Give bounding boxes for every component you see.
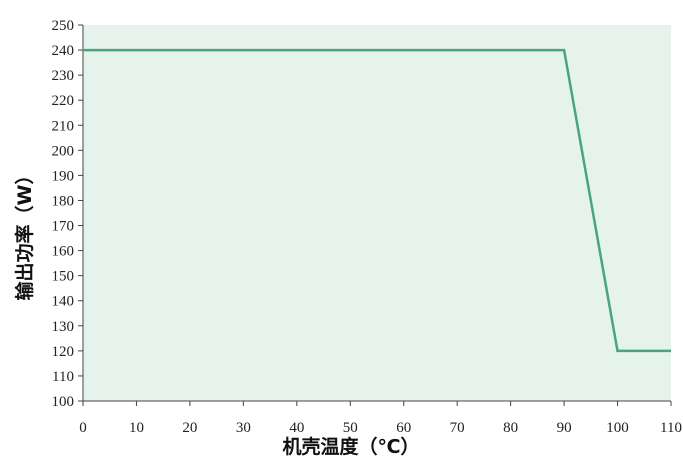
x-tick-label: 110 xyxy=(660,420,682,436)
y-tick-label: 100 xyxy=(52,394,75,410)
series-layer xyxy=(83,48,671,353)
y-tick-label: 240 xyxy=(52,43,75,59)
y-tick-label: 110 xyxy=(52,369,74,385)
y-tick-label: 210 xyxy=(52,118,75,134)
y-tick-label: 250 xyxy=(52,18,75,34)
y-tick-label: 200 xyxy=(52,143,75,159)
x-tick-label: 30 xyxy=(236,420,251,436)
plot-area xyxy=(83,25,671,401)
x-tick-label: 0 xyxy=(79,420,87,436)
x-tick-label: 40 xyxy=(289,420,304,436)
y-axis-title: 输出功率（W） xyxy=(13,166,36,301)
x-tick-label: 50 xyxy=(343,420,358,436)
series-line xyxy=(83,48,671,353)
y-tick-label: 190 xyxy=(52,168,75,184)
y-tick-label: 180 xyxy=(52,193,75,209)
y-tick-label: 160 xyxy=(52,244,75,260)
y-tick-label: 120 xyxy=(52,344,75,360)
y-tick-label: 140 xyxy=(52,294,75,310)
x-tick-label: 80 xyxy=(503,420,518,436)
y-tick-label: 150 xyxy=(52,269,75,285)
x-tick-label: 20 xyxy=(182,420,197,436)
y-tick-label: 230 xyxy=(52,68,75,84)
x-axis-title: 机壳温度（℃） xyxy=(282,435,419,458)
x-tick-label: 60 xyxy=(396,420,411,436)
x-tick-label: 100 xyxy=(606,420,629,436)
x-tick-label: 70 xyxy=(450,420,465,436)
x-tick-label: 90 xyxy=(557,420,572,436)
y-tick-label: 220 xyxy=(52,93,75,109)
x-axis-ticks: 0 10 20 30 40 50 60 70 80 90 100 110 xyxy=(79,401,682,436)
y-tick-label: 170 xyxy=(52,219,75,235)
x-tick-label: 10 xyxy=(129,420,144,436)
y-axis-ticks: 100 110 120 130 140 150 160 170 180 190 200 210 220 2… xyxy=(52,18,83,410)
y-tick-label: 130 xyxy=(52,319,75,335)
